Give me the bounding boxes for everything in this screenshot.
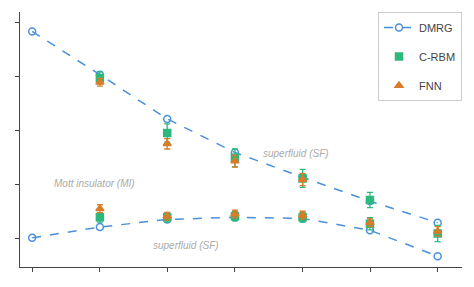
svg-text:C-RBM: C-RBM [419, 51, 455, 63]
svg-text:superfluid (SF): superfluid (SF) [263, 148, 329, 159]
svg-text:superfluid (SF): superfluid (SF) [153, 240, 219, 251]
svg-text:DMRG: DMRG [419, 22, 453, 34]
svg-text:Mott insulator (MI): Mott insulator (MI) [54, 178, 135, 189]
svg-text:FNN: FNN [419, 80, 442, 92]
